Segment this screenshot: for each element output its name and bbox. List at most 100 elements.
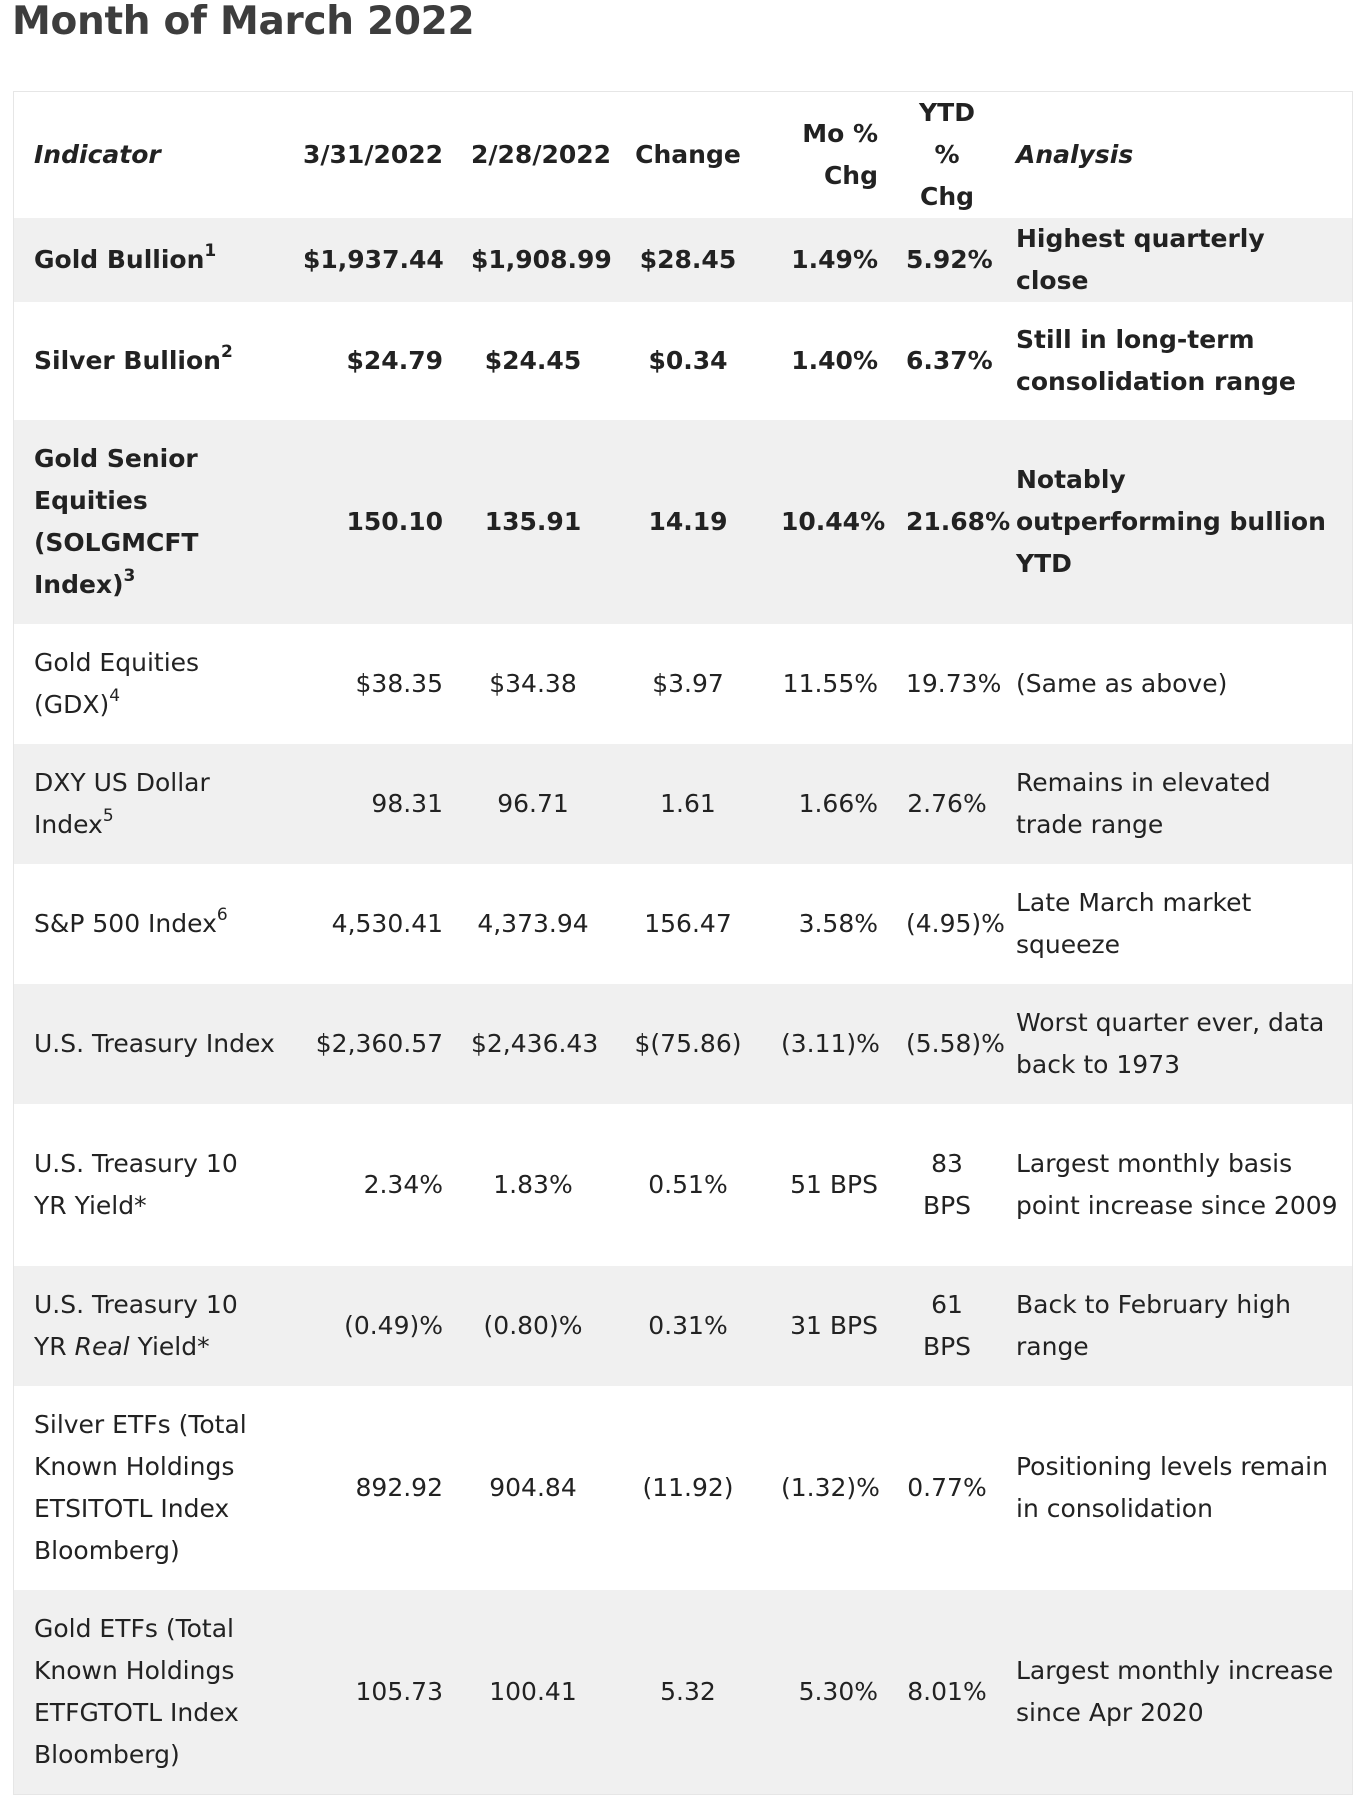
analysis-text: Remains in elevated trade range [1002,744,1352,864]
indicator-cell: Silver Bullion2 [14,302,289,420]
page-title: Month of March 2022 [12,0,475,44]
indicator-table: Indicator 3/31/2022 2/28/2022 Change Mo … [14,92,1352,1794]
value-2-28: 100.41 [457,1590,609,1794]
table-row: Gold ETFs (Total Known Holdings ETFGTOTL… [14,1590,1352,1794]
footnote-ref: 1 [204,241,217,261]
value-3-31: 98.31 [289,744,457,864]
change-value: $28.45 [609,218,767,302]
mo-chg-value: (3.11)% [767,984,892,1104]
indicator-cell: U.S. Treasury 10 YR Real Yield* [14,1266,289,1386]
indicator-name: Silver Bullion [34,346,221,375]
footnote-ref: 5 [102,806,114,826]
indicator-cell: S&P 500 Index6 [14,864,289,984]
indicator-table-container: Indicator 3/31/2022 2/28/2022 Change Mo … [13,91,1353,1795]
change-value: 5.32 [609,1590,767,1794]
value-3-31: $1,937.44 [289,218,457,302]
value-3-31: 4,530.41 [289,864,457,984]
indicator-cell: Gold Bullion1 [14,218,289,302]
change-value: 1.61 [609,744,767,864]
analysis-text: Positioning levels remain in consolidati… [1002,1386,1352,1590]
analysis-text: Still in long-term consolidation range [1002,302,1352,420]
ytd-chg-value: (4.95)% [892,864,1005,984]
ytd-chg-value: 6.37% [892,302,1002,420]
change-value: 0.31% [609,1266,767,1386]
value-2-28: 96.71 [457,744,609,864]
table-row: Gold Senior Equities (SOLGMCFT Index)3 1… [14,420,1352,624]
indicator-name-post: Yield* [137,1332,210,1361]
ytd-chg-value: 83 BPS [892,1104,1002,1266]
header-mo-chg: Mo % Chg [767,92,892,218]
value-3-31: (0.49)% [289,1266,457,1386]
value-2-28: 135.91 [457,420,609,624]
header-change: Change [609,92,767,218]
table-row: U.S. Treasury Index $2,360.57 $2,436.43 … [14,984,1352,1104]
value-3-31: $38.35 [289,624,457,744]
analysis-text: Largest monthly basis point increase sin… [1002,1104,1352,1266]
analysis-text: Notably outperforming bullion YTD [1002,420,1352,624]
indicator-name-emphasis: Real [74,1332,130,1361]
header-date-2: 2/28/2022 [457,92,611,218]
mo-chg-value: 51 BPS [767,1104,892,1266]
header-ytd-line1: YTD % [919,98,975,169]
header-analysis: Analysis [1002,92,1352,218]
analysis-text: Highest quarterly close [1002,218,1352,302]
analysis-text: Back to February high range [1002,1266,1352,1386]
change-value: $(75.86) [609,984,767,1104]
indicator-name-pre: U.S. Treasury 10 YR [34,1290,238,1361]
analysis-text: Largest monthly increase since Apr 2020 [1002,1590,1352,1794]
value-3-31: 892.92 [289,1386,457,1590]
indicator-name: S&P 500 Index [34,909,217,938]
change-value: $0.34 [609,302,767,420]
analysis-text: Late March market squeeze [1002,864,1352,984]
table-row: Silver Bullion2 $24.79 $24.45 $0.34 1.40… [14,302,1352,420]
value-2-28: 1.83% [457,1104,609,1266]
value-2-28: 904.84 [457,1386,609,1590]
analysis-text: (Same as above) [1002,624,1352,744]
ytd-chg-value: 61 BPS [892,1266,1002,1386]
value-3-31: 2.34% [289,1104,457,1266]
indicator-name: Gold Equities (GDX) [34,648,200,719]
table-row: U.S. Treasury 10 YR Yield* 2.34% 1.83% 0… [14,1104,1352,1266]
table-row: Gold Bullion1 $1,937.44 $1,908.99 $28.45… [14,218,1352,302]
header-date-1: 3/31/2022 [289,92,457,218]
indicator-name: DXY US Dollar Index [34,768,210,839]
mo-chg-value: (1.32)% [767,1386,892,1590]
table-row: U.S. Treasury 10 YR Real Yield* (0.49)% … [14,1266,1352,1386]
analysis-text: Worst quarter ever, data back to 1973 [1002,984,1352,1104]
value-2-28: $1,908.99 [457,218,612,302]
table-row: DXY US Dollar Index5 98.31 96.71 1.61 1.… [14,744,1352,864]
footnote-ref: 4 [109,686,121,706]
header-mo-line1: Mo % [802,119,878,148]
header-ytd-line2: Chg [919,182,975,211]
mo-chg-value: 31 BPS [767,1266,892,1386]
indicator-name: Gold Senior Equities (SOLGMCFT Index) [34,444,199,599]
change-value: 0.51% [609,1104,767,1266]
value-2-28: (0.80)% [457,1266,609,1386]
table-row: S&P 500 Index6 4,530.41 4,373.94 156.47 … [14,864,1352,984]
change-value: 156.47 [609,864,767,984]
mo-chg-value: 1.40% [767,302,892,420]
mo-chg-value: 3.58% [767,864,892,984]
indicator-cell: Gold Senior Equities (SOLGMCFT Index)3 [14,420,289,624]
indicator-name: Silver ETFs (Total Known Holdings ETSITO… [14,1386,289,1590]
value-2-28: $34.38 [457,624,609,744]
indicator-name: U.S. Treasury Index [14,984,289,1104]
change-value: (11.92) [609,1386,767,1590]
change-value: 14.19 [609,420,767,624]
indicator-cell: DXY US Dollar Index5 [14,744,289,864]
table-row: Silver ETFs (Total Known Holdings ETSITO… [14,1386,1352,1590]
mo-chg-value: 10.44% [767,420,892,624]
ytd-chg-value: 21.68% [892,420,1010,624]
value-2-28: $24.45 [457,302,609,420]
ytd-chg-value: (5.58)% [892,984,1005,1104]
mo-chg-value: 5.30% [767,1590,892,1794]
table-row: Gold Equities (GDX)4 $38.35 $34.38 $3.97… [14,624,1352,744]
value-3-31: 105.73 [289,1590,457,1794]
value-3-31: $2,360.57 [289,984,457,1104]
mo-chg-value: 11.55% [767,624,892,744]
indicator-cell: Gold Equities (GDX)4 [14,624,289,744]
change-value: $3.97 [609,624,767,744]
footnote-ref: 6 [216,905,228,925]
ytd-chg-value: 5.92% [892,218,1002,302]
ytd-chg-value: 19.73% [892,624,1002,744]
